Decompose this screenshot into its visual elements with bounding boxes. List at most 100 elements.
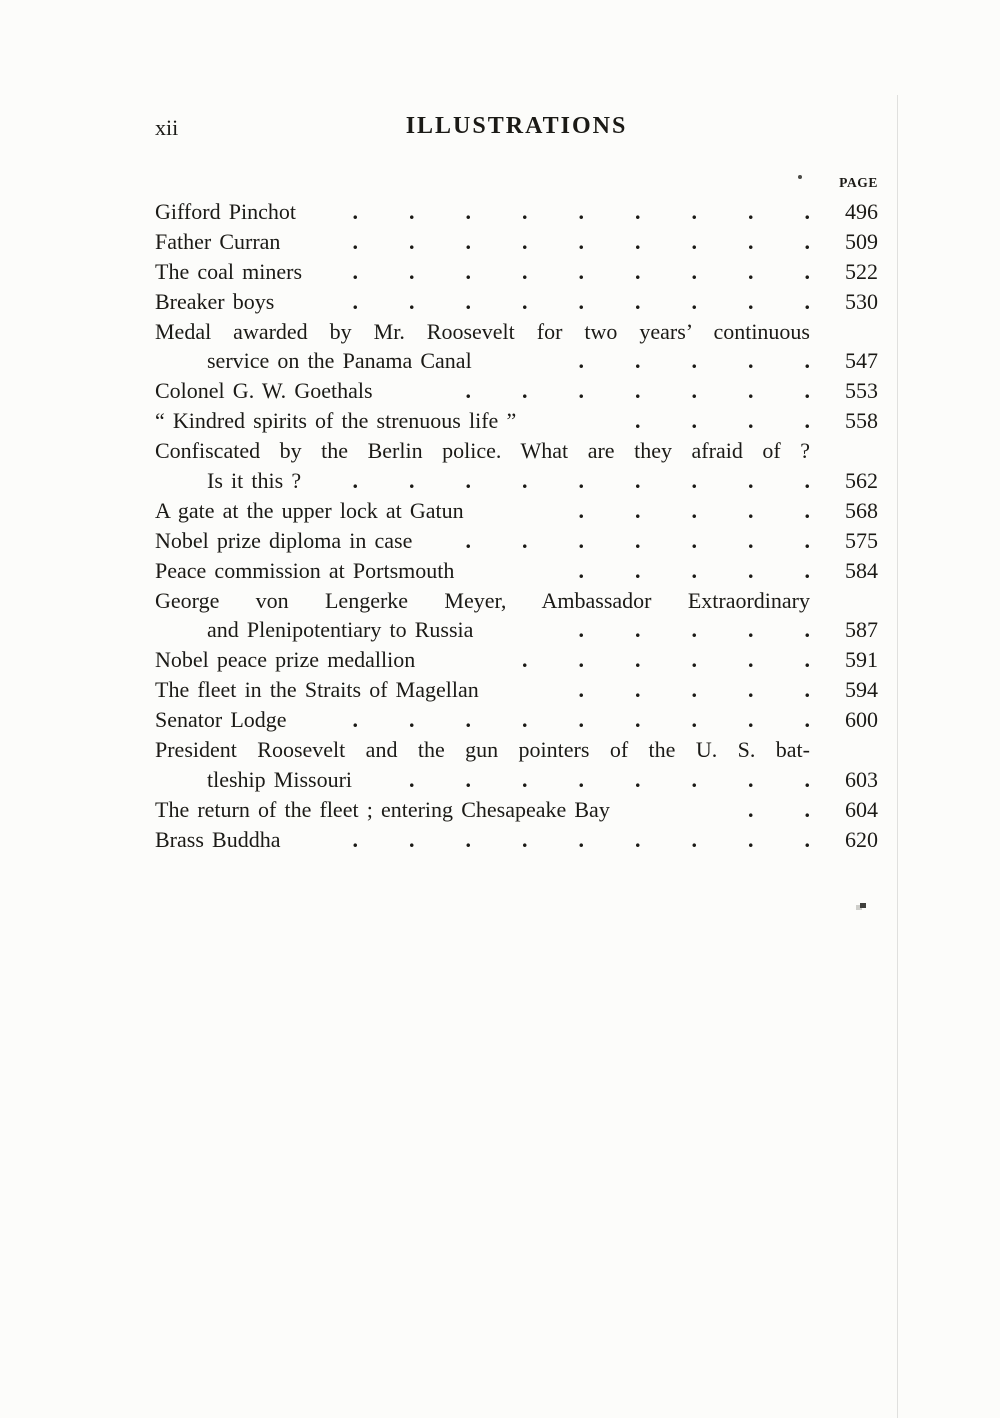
illustration-title: Is it this ? [207, 468, 302, 494]
toc-row: Medal awarded by Mr. Roosevelt for two y… [155, 317, 878, 347]
page-number: 600 [845, 707, 878, 733]
leader-dot: . [635, 557, 641, 583]
toc-row: Confiscated by the Berlin police. What a… [155, 436, 878, 466]
leader-dot: . [804, 408, 811, 434]
leader-dot: . [691, 677, 698, 703]
leader-dot: . [804, 826, 811, 852]
leader-dot: . [578, 348, 585, 374]
leader-dot: . [804, 378, 811, 404]
leader-dot: . [691, 258, 698, 284]
leader-dot: . [691, 527, 698, 553]
leader-dot: . [522, 378, 528, 404]
leader-dot: . [578, 468, 585, 494]
leader-dot: . [804, 677, 811, 703]
leader-dot: . [522, 766, 528, 792]
toc-row: Nobel peace prize medallion ...... 591 [155, 645, 878, 675]
leader-dot: . [748, 707, 754, 733]
leader-dot: . [409, 199, 415, 224]
leader-dot: . [635, 617, 641, 643]
leader-dot: . [804, 468, 811, 494]
leader-dot: . [635, 348, 641, 374]
toc-row: The return of the fleet ; entering Chesa… [155, 795, 878, 825]
illustration-title: Brass Buddha [155, 826, 281, 852]
leader-dot: . [352, 228, 359, 254]
leader-dot: . [691, 557, 698, 583]
leader-dot: . [465, 707, 472, 733]
scan-speck [798, 175, 802, 179]
page-edge-shadow [897, 95, 898, 1418]
toc-row: Father Curran ......... 509 [155, 227, 878, 257]
leader-dot: . [409, 288, 415, 314]
leader-dot: . [352, 288, 359, 314]
leader-dot: . [748, 378, 754, 404]
illustration-title: The fleet in the Straits of Magellan [155, 677, 479, 703]
illustration-title: Peace commission at Portsmouth [155, 557, 455, 583]
leader-dot: . [578, 527, 585, 553]
leader-dot: . [748, 557, 754, 583]
leader-dot: . [748, 497, 754, 523]
illustration-title: Nobel peace prize medallion [155, 647, 416, 673]
page-column-header: PAGE [839, 175, 878, 190]
illustration-title: service on the Panama Canal [207, 348, 472, 374]
leader-dot: . [691, 707, 698, 733]
leader-dot: . [748, 258, 754, 284]
illustration-title: “ Kindred spirits of the strenuous life … [155, 408, 517, 434]
dot-leader: ......... [296, 197, 811, 227]
page-number: 496 [845, 199, 878, 224]
leader-dot: . [691, 288, 698, 314]
illustration-list: Gifford Pinchot ......... 496 Father Cur… [155, 197, 878, 855]
leader-dot: . [804, 199, 811, 224]
page-number: 620 [845, 826, 878, 852]
dot-leader: ......... [301, 466, 811, 496]
leader-dot: . [465, 199, 472, 224]
page-number: 562 [845, 468, 878, 494]
leader-dot: . [748, 408, 754, 434]
leader-dot: . [691, 826, 698, 852]
leader-dot: . [635, 766, 641, 792]
leader-dot: . [748, 199, 754, 224]
leader-dot: . [635, 497, 641, 523]
dot-leader: ....... [373, 376, 811, 406]
page-number: 575 [845, 527, 878, 553]
leader-dot: . [804, 228, 811, 254]
illustration-title: Gifford Pinchot [155, 199, 296, 224]
leader-dot: . [635, 826, 641, 852]
page-number: 591 [845, 647, 878, 673]
page-number: 587 [845, 617, 878, 643]
toc-row: Peace commission at Portsmouth ..... 584 [155, 556, 878, 586]
leader-dot: . [578, 228, 585, 254]
page-number: 547 [845, 348, 878, 374]
leader-dot: . [748, 826, 754, 852]
leader-dot: . [578, 378, 585, 404]
dot-leader: ..... [464, 496, 811, 526]
dot-leader: .. [610, 795, 810, 825]
leader-dot: . [635, 228, 641, 254]
leader-dot: . [691, 378, 698, 404]
leader-dot: . [691, 199, 698, 224]
toc-row: Gifford Pinchot ......... 496 [155, 197, 878, 227]
leader-dot: . [465, 766, 472, 792]
leader-dot: . [578, 258, 585, 284]
scan-speck [860, 903, 866, 908]
leader-dot: . [635, 707, 641, 733]
leader-dot: . [578, 557, 585, 583]
leader-dot: . [578, 617, 585, 643]
page-title: ILLUSTRATIONS [405, 113, 628, 139]
leader-dot: . [578, 677, 585, 703]
leader-dot: . [635, 378, 641, 404]
leader-dot: . [409, 826, 415, 852]
leader-dot: . [465, 468, 472, 494]
toc-row: Breaker boys ......... 530 [155, 287, 878, 317]
dot-leader: ..... [472, 346, 811, 376]
illustration-title: George von Lengerke Meyer, Ambassador Ex… [155, 587, 810, 613]
illustration-title: Colonel G. W. Goethals [155, 378, 373, 404]
toc-row: George von Lengerke Meyer, Ambassador Ex… [155, 586, 878, 616]
page-number: 558 [845, 408, 878, 434]
leader-dot: . [804, 766, 811, 792]
illustration-title: and Plenipotentiary to Russia [207, 617, 474, 643]
toc-row: President Roosevelt and the gun pointers… [155, 735, 878, 765]
leader-dot: . [804, 707, 811, 733]
leader-dot: . [635, 288, 641, 314]
leader-dot: . [691, 647, 698, 673]
toc-row: tleship Missouri ........ 603 [155, 765, 878, 795]
